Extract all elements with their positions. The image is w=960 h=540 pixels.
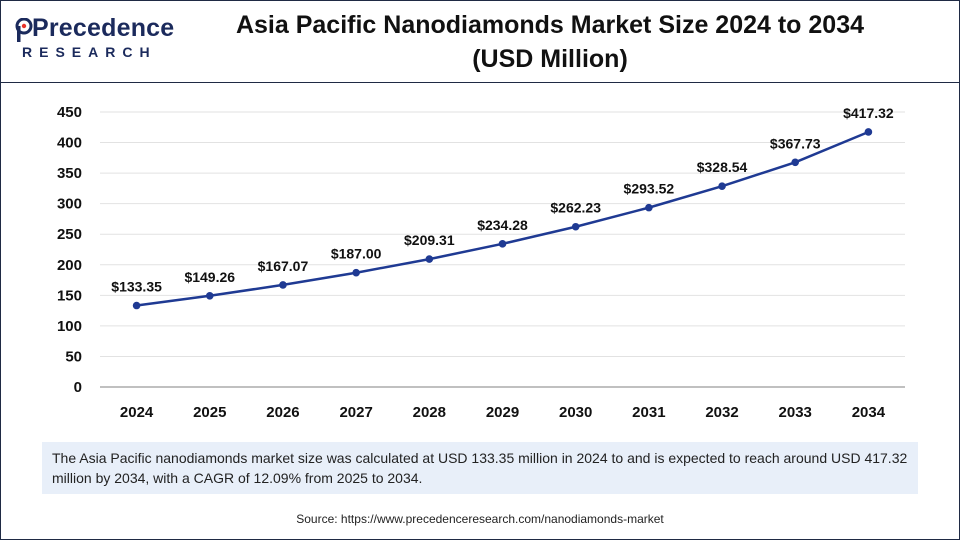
y-tick-label: 50	[65, 348, 82, 365]
header: Precedence RESEARCH Asia Pacific Nanodia…	[0, 0, 960, 83]
data-point	[425, 255, 434, 263]
data-label: $209.31	[404, 232, 455, 248]
logo: Precedence RESEARCH	[14, 14, 174, 64]
x-tick-label: 2034	[852, 404, 886, 421]
x-tick-label: 2029	[486, 404, 519, 421]
y-tick-label: 150	[57, 287, 82, 304]
data-label: $367.73	[770, 135, 821, 151]
summary-note: The Asia Pacific nanodiamonds market siz…	[42, 442, 918, 494]
data-label: $187.00	[331, 246, 382, 262]
chart-title: Asia Pacific Nanodiamonds Market Size 20…	[170, 8, 930, 76]
data-label: $293.52	[624, 181, 675, 197]
y-axis: 0 50 100 150 200 250 300 350 400 450	[57, 104, 82, 396]
title-line-2: (USD Million)	[472, 45, 628, 73]
y-tick-label: 200	[57, 257, 82, 274]
data-point	[352, 268, 360, 277]
data-label: $167.07	[258, 258, 309, 274]
x-tick-label: 2033	[779, 404, 812, 421]
data-point	[205, 291, 214, 300]
y-tick-label: 250	[57, 226, 82, 243]
data-label: $234.28	[477, 217, 528, 233]
y-tick-label: 350	[57, 165, 82, 182]
x-tick-label: 2025	[193, 404, 226, 421]
y-tick-label: 400	[57, 135, 82, 152]
x-tick-label: 2027	[339, 404, 372, 421]
data-label: $417.32	[843, 105, 894, 121]
x-tick-label: 2024	[120, 404, 154, 421]
data-point	[498, 240, 507, 248]
x-tick-label: 2031	[632, 404, 665, 421]
data-point	[571, 222, 580, 231]
x-tick-label: 2032	[705, 404, 738, 421]
data-point	[718, 182, 726, 191]
logo-mark-icon	[15, 18, 33, 42]
x-axis: 2024 2025 2026 2027 2028 2029 2030 2031 2032 2033…	[100, 386, 905, 421]
logo-sub: RESEARCH	[22, 44, 157, 60]
x-tick-label: 2028	[413, 404, 446, 421]
source-text: Source: https://www.precedenceresearch.c…	[296, 512, 664, 526]
series-line	[132, 128, 873, 310]
data-label: $262.23	[550, 200, 601, 216]
x-tick-label: 2026	[266, 404, 299, 421]
data-point	[132, 301, 141, 310]
y-tick-label: 300	[57, 196, 82, 213]
y-tick-label: 0	[74, 379, 82, 396]
data-labels: $133.35 $149.26 $167.07 $187.00 $209.31 $234.…	[111, 105, 894, 295]
data-label: $149.26	[184, 269, 235, 285]
data-label: $133.35	[111, 279, 162, 295]
logo-brand: Precedence	[32, 14, 175, 42]
title-line-1: Asia Pacific Nanodiamonds Market Size 20…	[235, 11, 865, 39]
gridlines	[100, 111, 905, 357]
y-tick-label: 450	[57, 104, 82, 121]
data-point	[791, 158, 800, 167]
data-point	[279, 281, 287, 289]
line-chart: 0 50 100 150 200 250 300 350 400 450 2024 2025 2026…	[57, 104, 905, 421]
data-label: $328.54	[697, 159, 748, 175]
y-tick-label: 100	[57, 318, 82, 335]
data-point	[864, 128, 873, 136]
data-point	[645, 203, 653, 212]
x-tick-label: 2030	[559, 404, 592, 421]
